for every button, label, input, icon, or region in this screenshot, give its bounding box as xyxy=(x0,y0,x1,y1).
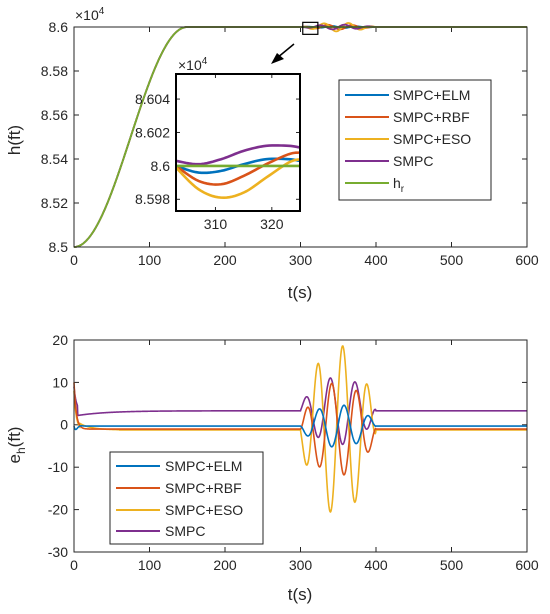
top-ytick-label: 8.54 xyxy=(41,151,68,167)
bottom-ylabel-tail: (ft) xyxy=(5,427,24,448)
bottom-ylabel: eh(ft) xyxy=(5,427,28,464)
bottom-series-smpc-elm xyxy=(73,404,527,448)
bottom-ytick-label: 10 xyxy=(52,374,68,390)
bottom-axes-box xyxy=(73,339,528,553)
top-ytick-label: 8.56 xyxy=(41,107,68,123)
inset-axes-box xyxy=(175,73,301,212)
inset-background xyxy=(176,74,300,211)
top-xtick-label: 300 xyxy=(289,252,313,268)
bottom-legend-box xyxy=(109,451,264,545)
zoom-arrow-head xyxy=(271,53,284,64)
bottom-xtick-label: 200 xyxy=(213,557,237,573)
inset-ytick-label: 8.6 xyxy=(151,158,171,174)
inset-series-smpc-rbf xyxy=(176,151,300,186)
inset-y-exponent-power: 4 xyxy=(202,56,208,67)
bottom-ytick-label: 20 xyxy=(52,332,68,348)
inset-xtick-label: 320 xyxy=(260,216,284,232)
bottom-series-smpc xyxy=(73,377,527,446)
top-y-exponent-base: ×10 xyxy=(75,7,99,23)
top-xtick-label: 200 xyxy=(213,252,237,268)
top-legend-label-eso: SMPC+ESO xyxy=(393,131,471,147)
top-legend-label-rbf: SMPC+RBF xyxy=(393,109,470,125)
inset-y-exponent: ×104 xyxy=(178,56,208,73)
top-legend-label-hr: hr xyxy=(393,175,405,195)
bottom-xtick-label: 300 xyxy=(289,557,313,573)
top-ytick-label: 8.52 xyxy=(41,195,68,211)
top-xtick-label: 0 xyxy=(70,252,78,268)
top-xtick-label: 600 xyxy=(515,252,539,268)
top-y-exponent: ×104 xyxy=(75,6,105,23)
inset-series-lines xyxy=(176,144,300,200)
bottom-ytick-label: -20 xyxy=(48,502,68,518)
top-legend-label-hr-sub: r xyxy=(401,184,405,195)
top-legend: SMPC+ELM SMPC+RBF SMPC+ESO SMPC hr xyxy=(338,79,492,201)
top-legend-label-smpc: SMPC xyxy=(393,153,433,169)
top-axes-box xyxy=(73,26,528,248)
top-xlabel: t(s) xyxy=(288,283,313,302)
top-xtick-label: 400 xyxy=(364,252,388,268)
bottom-series-lines xyxy=(73,345,527,513)
bottom-xtick-label: 0 xyxy=(70,557,78,573)
inset-ytick-label: 8.598 xyxy=(135,191,170,207)
bottom-ylabel-sub: h xyxy=(14,447,28,454)
inset-ytick-label: 8.602 xyxy=(135,124,170,140)
inset-tick-labels: 310 320 8.598 8.6 8.602 8.604 xyxy=(135,91,284,232)
bottom-chart: 0 100 200 300 400 500 600 -30 -20 -10 0 10 20 t(s) e… xyxy=(5,332,539,604)
bottom-ytick-label: -10 xyxy=(48,459,68,475)
top-y-exponent-power: 4 xyxy=(99,6,105,17)
bottom-legend: SMPC+ELM SMPC+RBF SMPC+ESO SMPC xyxy=(109,451,264,545)
top-tick-labels: 0 100 200 300 400 500 600 8.5 8.52 8.54 8.56 8.58 8.… xyxy=(41,19,539,268)
bottom-ytick-label: -30 xyxy=(48,544,68,560)
bottom-xtick-label: 500 xyxy=(440,557,464,573)
top-legend-label-hr-main: h xyxy=(393,175,401,191)
inset-series-smpc-elm xyxy=(176,157,300,175)
bottom-ylabel-main: e xyxy=(5,454,24,463)
bottom-xlabel: t(s) xyxy=(288,585,313,604)
inset-ytick-label: 8.604 xyxy=(135,91,170,107)
inset-y-exponent-base: ×10 xyxy=(178,57,202,73)
bottom-series-smpc-eso xyxy=(73,345,527,513)
bottom-xtick-label: 600 xyxy=(515,557,539,573)
inset-series-smpc-eso xyxy=(176,157,300,200)
bottom-xtick-label: 400 xyxy=(364,557,388,573)
top-chart: ×104 0 100 200 300 400 500 6008.58.528.548.568… xyxy=(5,6,539,302)
inset-series-smpc xyxy=(176,144,300,166)
top-xtick-label: 100 xyxy=(138,252,162,268)
bottom-series-smpc-rbf xyxy=(73,382,527,476)
bottom-xtick-label: 100 xyxy=(138,557,162,573)
top-ytick-label: 8.6 xyxy=(49,19,69,35)
bottom-tick-labels: 0 100 200 300 400 500 600 -30 -20 -10 0 10 20 xyxy=(48,332,539,573)
top-ytick-label: 8.5 xyxy=(49,239,69,255)
top-xtick-label: 500 xyxy=(440,252,464,268)
bottom-legend-label-elm: SMPC+ELM xyxy=(165,458,242,474)
inset-xtick-label: 310 xyxy=(204,216,228,232)
top-ytick-label: 8.58 xyxy=(41,63,68,79)
top-ylabel: h(ft) xyxy=(5,125,24,155)
bottom-ytick-label: 0 xyxy=(60,417,68,433)
bottom-legend-label-smpc: SMPC xyxy=(165,523,205,539)
bottom-legend-label-rbf: SMPC+RBF xyxy=(165,480,242,496)
top-legend-label-elm: SMPC+ELM xyxy=(393,87,470,103)
bottom-legend-label-eso: SMPC+ESO xyxy=(165,502,243,518)
zoom-box xyxy=(302,21,319,35)
